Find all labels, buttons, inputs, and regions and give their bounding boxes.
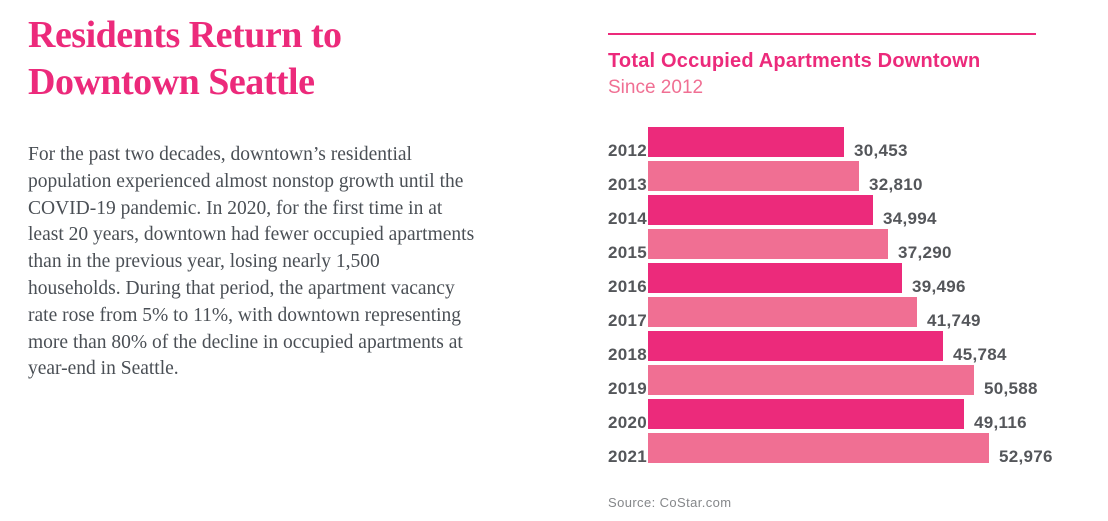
bar-value-label: 50,588	[984, 379, 1038, 398]
bar	[648, 263, 902, 293]
bar-year-label: 2017	[608, 311, 648, 330]
bar	[648, 331, 943, 361]
bar-year-label: 2016	[608, 277, 648, 296]
bar	[648, 127, 844, 157]
page-title-line-1: Residents Return to	[28, 14, 342, 56]
bar-value-label: 30,453	[854, 141, 908, 160]
bar-row: 2014 34,994	[608, 195, 1086, 228]
chart-top-rule	[608, 33, 1036, 35]
bar-year-label: 2021	[608, 447, 648, 466]
bar-year-label: 2015	[608, 243, 648, 262]
bar-value-label: 45,784	[953, 345, 1007, 364]
bar-row: 2015 37,290	[608, 229, 1086, 262]
bar-year-label: 2020	[608, 413, 648, 432]
bar-value-label: 39,496	[912, 277, 966, 296]
bar	[648, 229, 888, 259]
bar-row: 2016 39,496	[608, 263, 1086, 296]
bar-value-label: 49,116	[974, 413, 1027, 432]
chart-section: Total Occupied Apartments Downtown Since…	[608, 33, 1086, 510]
bar-value-label: 52,976	[999, 447, 1053, 466]
chart-source: Source: CoStar.com	[608, 495, 732, 510]
bar-row: 2019 50,588	[608, 365, 1086, 398]
chart-title: Total Occupied Apartments Downtown	[608, 50, 981, 72]
bar-value-label: 37,290	[898, 243, 952, 262]
chart-subtitle: Since 2012	[608, 77, 704, 98]
page-title-line-2: Downtown Seattle	[28, 61, 315, 103]
bar-row: 2013 32,810	[608, 161, 1086, 194]
bar	[648, 195, 873, 225]
intro-section: Residents Return to Downtown Seattle For…	[28, 12, 498, 383]
bar-value-label: 32,810	[869, 175, 923, 194]
bar-chart: 2012 30,453 2013 32,810 2014 34,994 2015 37,290…	[608, 127, 1086, 466]
bar-value-label: 34,994	[883, 209, 937, 228]
bar-year-label: 2014	[608, 209, 648, 228]
bar-year-label: 2019	[608, 379, 648, 398]
bar-year-label: 2012	[608, 141, 648, 160]
bar-row: 2017 41,749	[608, 297, 1086, 330]
bar-year-label: 2018	[608, 345, 648, 364]
bar	[648, 365, 974, 395]
bar-row: 2020 49,116	[608, 399, 1086, 432]
bar	[648, 399, 964, 429]
bar-value-label: 41,749	[927, 311, 981, 330]
bar	[648, 161, 859, 191]
bar-year-label: 2013	[608, 175, 648, 194]
bar-row: 2012 30,453	[608, 127, 1086, 160]
bar	[648, 297, 917, 327]
intro-paragraph: For the past two decades, downtown’s res…	[28, 144, 475, 380]
bar-row: 2018 45,784	[608, 331, 1086, 364]
bar-row: 2021 52,976	[608, 433, 1086, 466]
page-title: Residents Return to Downtown Seattle	[28, 12, 498, 106]
bar	[648, 433, 989, 463]
